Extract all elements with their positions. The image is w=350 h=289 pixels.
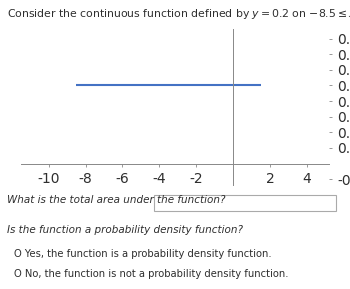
Text: Consider the continuous function defined by $y = 0.2$ on $-8.5 \leq x \leq 1.5$.: Consider the continuous function defined… <box>7 7 350 21</box>
Text: O Yes, the function is a probability density function.: O Yes, the function is a probability den… <box>14 249 272 259</box>
Text: O No, the function is not a probability density function.: O No, the function is not a probability … <box>14 269 288 279</box>
Text: Is the function a probability density function?: Is the function a probability density fu… <box>7 225 243 236</box>
Text: What is the total area under the function?: What is the total area under the functio… <box>7 195 225 205</box>
